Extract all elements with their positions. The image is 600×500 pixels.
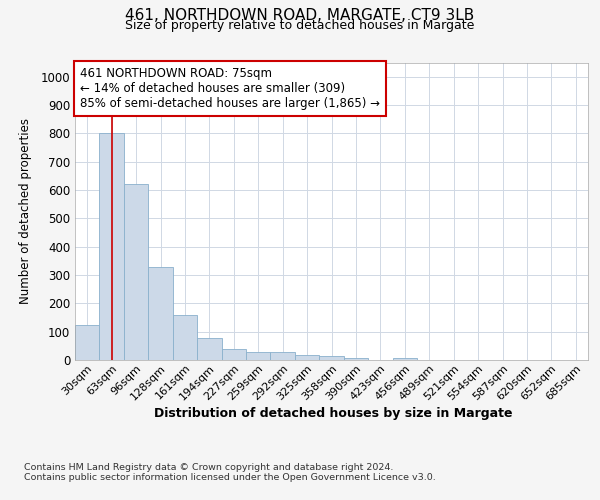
Bar [124, 184, 148, 360]
Text: Contains public sector information licensed under the Open Government Licence v3: Contains public sector information licen… [24, 472, 436, 482]
Text: Size of property relative to detached houses in Margate: Size of property relative to detached ho… [125, 19, 475, 32]
Text: 461, NORTHDOWN ROAD, MARGATE, CT9 3LB: 461, NORTHDOWN ROAD, MARGATE, CT9 3LB [125, 8, 475, 22]
Bar [271, 352, 295, 360]
Text: Distribution of detached houses by size in Margate: Distribution of detached houses by size … [154, 408, 512, 420]
Bar [173, 314, 197, 360]
Text: 461 NORTHDOWN ROAD: 75sqm
← 14% of detached houses are smaller (309)
85% of semi: 461 NORTHDOWN ROAD: 75sqm ← 14% of detac… [80, 67, 380, 110]
Bar [319, 356, 344, 360]
Bar [392, 358, 417, 360]
Y-axis label: Number of detached properties: Number of detached properties [19, 118, 32, 304]
Bar [344, 358, 368, 360]
Bar [100, 134, 124, 360]
Bar [246, 352, 271, 360]
Bar [75, 326, 100, 360]
Bar [295, 355, 319, 360]
Text: Contains HM Land Registry data © Crown copyright and database right 2024.: Contains HM Land Registry data © Crown c… [24, 462, 394, 471]
Bar [197, 338, 221, 360]
Bar [148, 266, 173, 360]
Bar [221, 348, 246, 360]
